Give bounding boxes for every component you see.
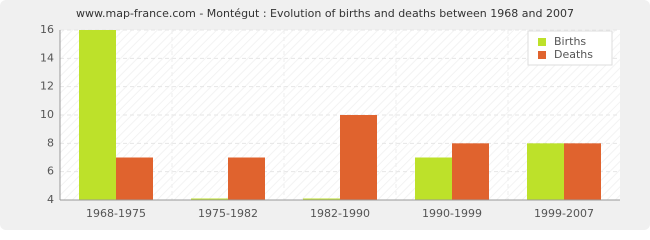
x-tick-label: 1999-2007 <box>534 207 594 220</box>
legend-label: Births <box>554 35 586 48</box>
bar <box>303 198 340 200</box>
x-tick-label: 1975-1982 <box>198 207 258 220</box>
y-tick-label: 12 <box>40 80 54 93</box>
y-tick-label: 6 <box>47 165 54 178</box>
x-tick-label: 1968-1975 <box>86 207 146 220</box>
y-tick-label: 10 <box>40 108 54 121</box>
bar <box>415 157 452 200</box>
y-tick-label: 4 <box>47 193 54 206</box>
x-tick-label: 1982-1990 <box>310 207 370 220</box>
x-tick-label: 1990-1999 <box>422 207 482 220</box>
bar <box>340 115 377 200</box>
bar <box>191 198 228 200</box>
chart: www.map-france.com - Montégut : Evolutio… <box>0 0 650 230</box>
bar <box>79 30 116 200</box>
legend-box <box>527 30 613 66</box>
bar <box>116 157 153 200</box>
bar <box>564 143 601 200</box>
bar <box>452 143 489 200</box>
legend-swatch <box>538 38 546 46</box>
bar <box>527 143 564 200</box>
y-tick-label: 8 <box>47 136 54 149</box>
y-tick-label: 16 <box>40 23 54 36</box>
legend-label: Deaths <box>554 48 593 61</box>
chart-title: www.map-france.com - Montégut : Evolutio… <box>76 7 574 20</box>
bar <box>228 157 265 200</box>
legend-swatch <box>538 51 546 59</box>
y-tick-label: 14 <box>40 51 54 64</box>
